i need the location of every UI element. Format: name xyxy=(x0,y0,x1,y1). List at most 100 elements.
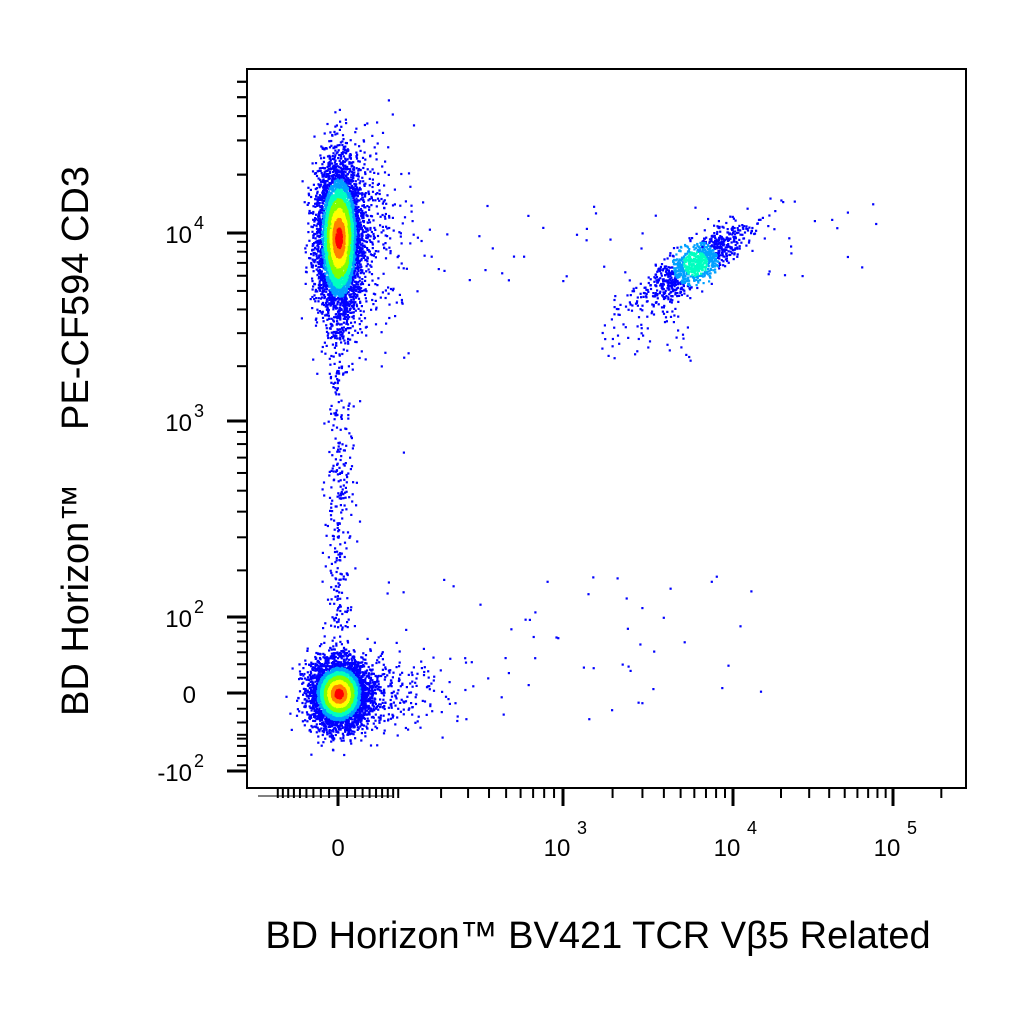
event-dot xyxy=(329,657,332,660)
event-dot xyxy=(310,253,313,256)
event-dot xyxy=(368,208,371,211)
event-dot xyxy=(364,710,367,713)
event-dot xyxy=(323,665,326,668)
event-dot xyxy=(328,729,331,732)
event-dot xyxy=(351,718,354,721)
event-dot xyxy=(331,664,334,667)
event-dot xyxy=(340,326,344,329)
event-dot xyxy=(334,655,337,658)
event-dot xyxy=(321,712,324,715)
event-dot xyxy=(307,678,310,682)
event-dot xyxy=(324,660,327,663)
event-dot xyxy=(367,665,370,669)
event-dot xyxy=(309,706,312,710)
event-dot xyxy=(350,657,353,660)
event-dot xyxy=(314,712,317,715)
event-dot xyxy=(351,325,354,328)
event-dot xyxy=(304,705,307,708)
event-dot xyxy=(305,711,309,714)
event-dot xyxy=(342,739,345,742)
event-dot xyxy=(326,722,329,725)
event-dot xyxy=(333,653,336,656)
event-dot xyxy=(298,670,302,673)
event-dot xyxy=(315,685,318,688)
event-dot xyxy=(310,195,313,199)
event-dot xyxy=(314,162,318,165)
event-dot xyxy=(318,656,322,660)
event-dot xyxy=(317,169,320,172)
event-dot xyxy=(320,711,323,714)
event-dot xyxy=(321,714,324,717)
event-dot xyxy=(336,328,339,331)
event-dot xyxy=(321,673,324,676)
event-dot xyxy=(317,678,321,681)
event-dot xyxy=(307,186,310,189)
event-dot xyxy=(351,725,354,728)
event-dot xyxy=(349,729,352,732)
event-dot xyxy=(377,240,380,243)
event-dot xyxy=(342,155,345,158)
event-dot xyxy=(364,698,367,701)
event-dot xyxy=(362,717,365,720)
event-dot xyxy=(319,712,322,715)
event-dot xyxy=(314,676,317,679)
event-dot xyxy=(330,139,333,143)
event-dot xyxy=(323,641,326,644)
event-dot xyxy=(312,254,315,257)
event-dot xyxy=(328,732,331,735)
event-dot xyxy=(315,702,318,705)
event-dot xyxy=(325,716,328,719)
event-dot xyxy=(304,251,307,254)
event-dot xyxy=(330,648,333,651)
event-dot xyxy=(361,176,364,179)
event-dot xyxy=(324,725,327,728)
event-dot xyxy=(326,665,329,668)
event-dot xyxy=(308,687,311,690)
event-dot xyxy=(348,664,351,667)
event-dot xyxy=(360,709,363,712)
event-dot xyxy=(370,260,373,263)
event-dot xyxy=(361,675,364,679)
event-dot xyxy=(349,727,352,730)
event-dot xyxy=(332,736,335,740)
event-dot xyxy=(347,650,351,653)
event-dot xyxy=(356,726,359,729)
event-dot xyxy=(318,730,321,733)
event-dot xyxy=(365,236,368,239)
event-dot xyxy=(332,739,335,742)
event-dot xyxy=(342,148,345,151)
event-dot xyxy=(360,313,363,316)
event-dot xyxy=(342,655,345,658)
event-dot xyxy=(356,728,359,731)
event-dot xyxy=(313,224,316,227)
event-dot xyxy=(313,674,316,677)
event-dot xyxy=(310,672,313,675)
event-dot xyxy=(360,682,363,685)
event-dot xyxy=(343,662,346,665)
event-dot xyxy=(331,155,334,158)
event-dot xyxy=(364,700,367,703)
event-dot xyxy=(346,340,350,343)
event-dot xyxy=(317,661,320,664)
event-dot xyxy=(340,739,343,742)
event-dot xyxy=(359,283,362,286)
event-dot xyxy=(363,206,366,209)
event-dot xyxy=(346,639,349,643)
event-dot xyxy=(362,712,365,715)
event-dot xyxy=(333,146,336,149)
event-dot xyxy=(368,271,371,274)
event-dot xyxy=(310,678,313,681)
event-dot xyxy=(332,645,335,648)
event-dot xyxy=(333,658,336,661)
event-dot xyxy=(306,647,309,650)
event-dot xyxy=(334,133,337,136)
event-dot xyxy=(368,221,372,224)
event-dot xyxy=(334,659,338,662)
event-dot xyxy=(325,665,328,668)
event-dot xyxy=(316,707,319,711)
event-dot xyxy=(312,243,315,247)
event-dot xyxy=(330,729,333,732)
event-dot xyxy=(300,673,303,676)
event-dot xyxy=(331,343,334,346)
event-dot xyxy=(326,334,329,337)
